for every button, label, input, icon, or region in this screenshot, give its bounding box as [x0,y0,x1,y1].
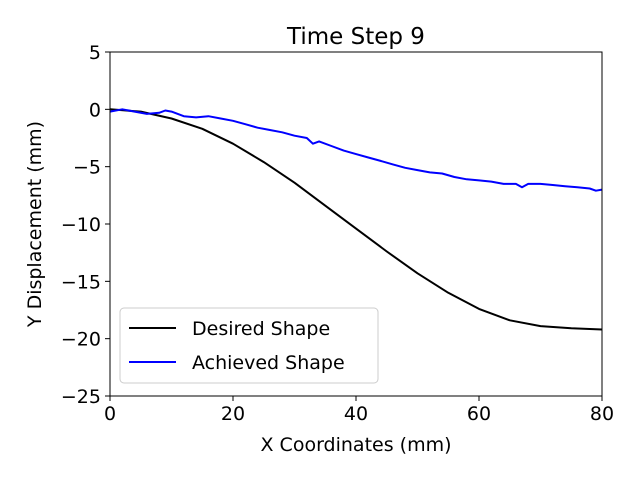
legend-box [119,307,379,384]
x-tick-label: 80 [590,403,614,425]
legend: Desired Shape Achieved Shape [119,307,379,384]
x-axis: 0 20 40 60 80 [104,396,614,425]
y-tick-label: 0 [89,99,101,121]
y-tick-label: −20 [61,329,101,351]
y-tick-label: −25 [61,386,101,408]
y-axis: 5 0 −5 −10 −15 −20 −25 [61,42,110,408]
legend-label: Desired Shape [192,318,330,340]
series-line-achieved-shape [109,108,603,192]
series-line-desired-shape [109,108,603,331]
legend-label: Achieved Shape [192,352,345,374]
y-tick-label: 5 [89,42,101,64]
x-axis-label: X Coordinates (mm) [261,434,452,456]
y-tick-label: −10 [61,214,101,236]
x-tick-label: 20 [221,403,245,425]
x-tick-label: 0 [104,403,116,425]
chart-title: Time Step 9 [286,24,425,50]
y-tick-label: −5 [73,157,101,179]
y-axis-label: Y Displacement (mm) [24,121,46,328]
x-tick-label: 40 [344,403,368,425]
plot-area [109,108,603,331]
y-tick-label: −15 [61,271,101,293]
x-tick-label: 60 [467,403,491,425]
